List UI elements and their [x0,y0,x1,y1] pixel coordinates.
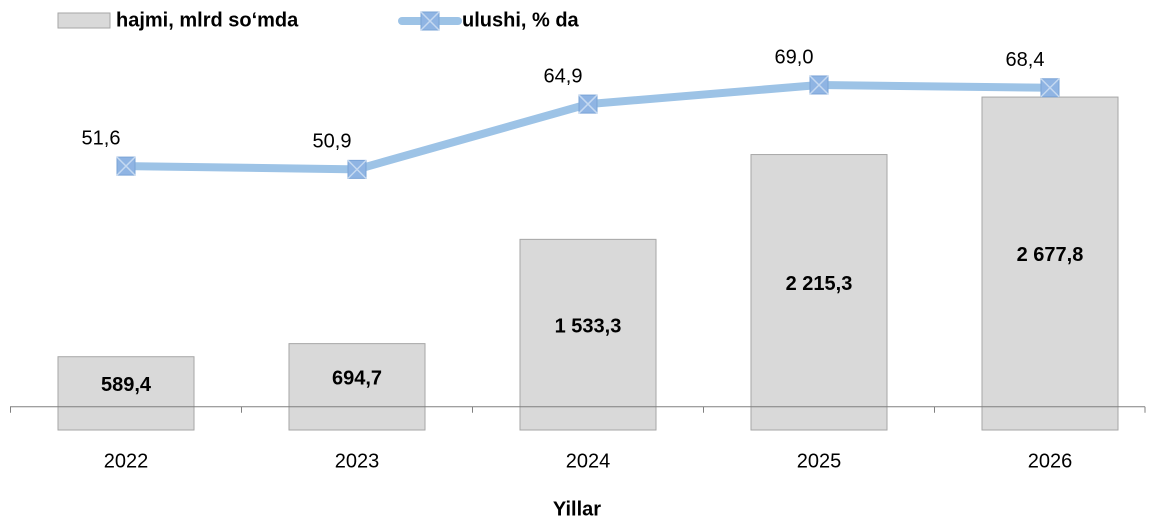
x-tick-label: 2022 [104,450,149,472]
x-tick-label: 2025 [797,450,842,472]
line-marker [809,75,829,95]
x-tick-label: 2023 [335,450,380,472]
bar-value-label: 1 533,3 [555,315,622,337]
line-marker [1040,78,1060,98]
line-value-label: 50,9 [313,131,352,153]
legend-label: ulushi, % da [462,9,580,31]
marker-cross [116,156,136,176]
line-value-label: 68,4 [1006,49,1045,71]
bar [981,96,1119,431]
x-tick-label: 2024 [566,450,611,472]
marker-cross [809,75,829,95]
line-value-label: 69,0 [775,46,814,68]
legend-label: hajmi, mlrd so‘mda [116,9,299,31]
legend-swatch-bar [57,12,111,29]
line-marker [578,94,598,114]
bar-value-label: 2 677,8 [1017,244,1084,266]
bar [519,238,657,431]
line-marker [116,156,136,176]
line-value-label: 64,9 [544,65,583,87]
bar-value-label: 694,7 [332,367,382,389]
bar-value-label: 2 215,3 [786,273,853,295]
x-tick-label: 2026 [1028,450,1073,472]
line-marker [347,159,367,179]
marker-cross [347,159,367,179]
x-axis-title: Yillar [553,498,601,520]
legend-marker [420,11,440,31]
bar [288,343,426,431]
marker-cross [578,94,598,114]
bar [57,356,195,431]
marker-cross [1040,78,1060,98]
bar-value-label: 589,4 [101,374,152,396]
line-value-label: 51,6 [82,127,121,149]
bar [750,154,888,431]
